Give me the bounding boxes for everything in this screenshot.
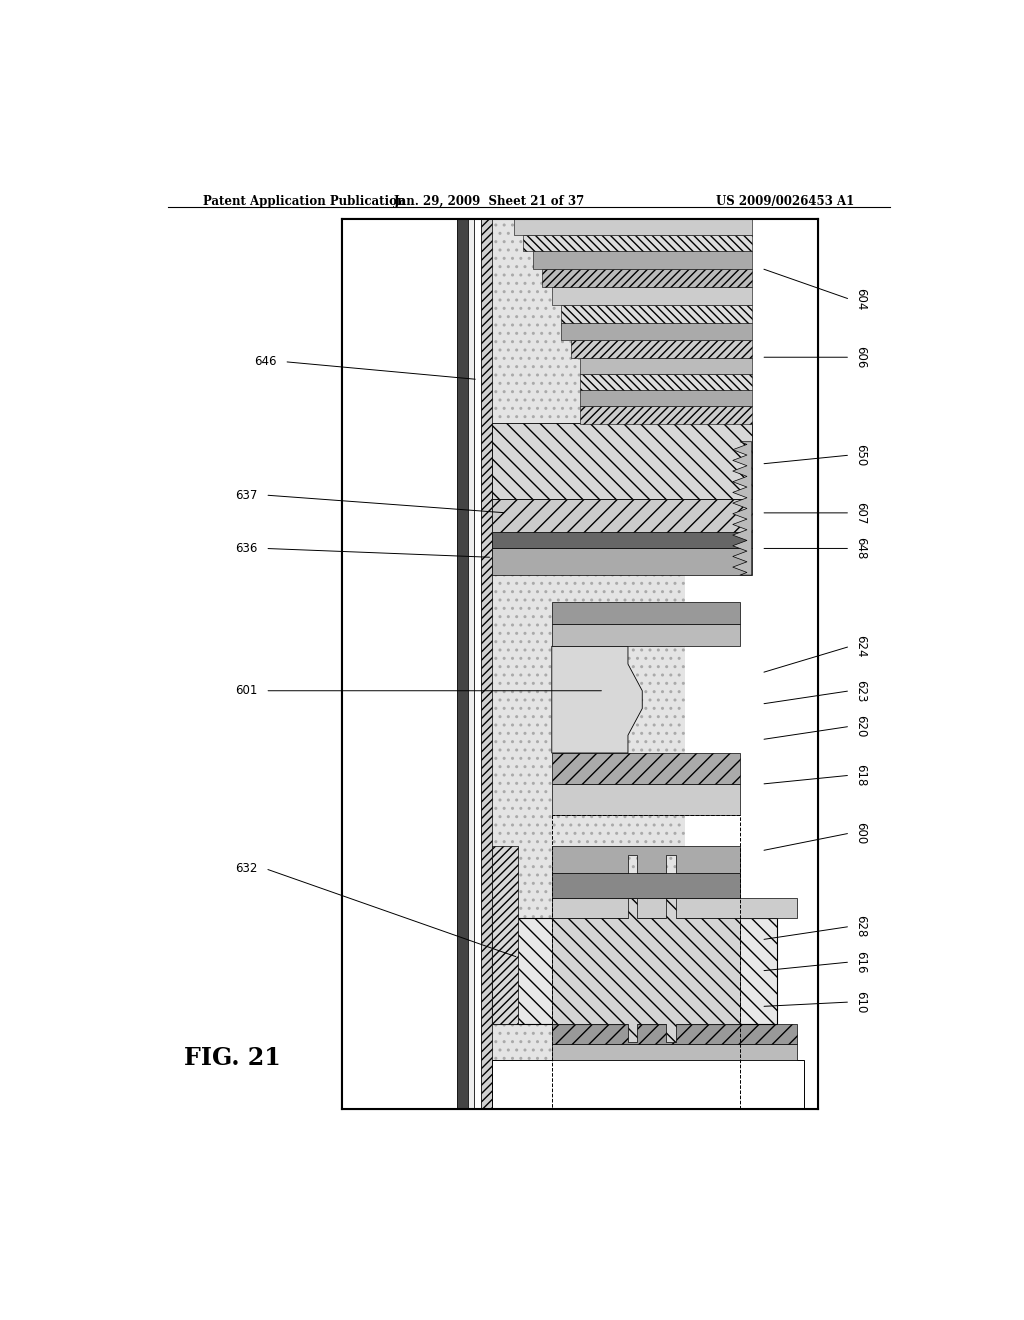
Bar	[492, 219, 739, 1109]
Bar	[474, 219, 481, 1109]
Bar	[492, 532, 752, 548]
Text: 604: 604	[854, 288, 867, 310]
Bar	[492, 917, 777, 1024]
Bar	[552, 624, 740, 647]
Bar	[552, 602, 740, 624]
Bar	[552, 784, 740, 816]
Text: 624: 624	[854, 635, 867, 657]
Bar	[523, 235, 752, 251]
Bar	[492, 422, 752, 499]
Bar	[468, 219, 474, 1109]
Text: 637: 637	[234, 488, 257, 502]
Text: 646: 646	[254, 355, 276, 368]
Bar	[492, 548, 752, 576]
Bar	[581, 391, 752, 407]
Text: 650: 650	[854, 444, 867, 466]
Text: 648: 648	[854, 537, 867, 560]
Bar	[804, 219, 818, 1109]
Text: US 2009/0026453 A1: US 2009/0026453 A1	[716, 195, 854, 209]
Bar	[581, 358, 752, 374]
Polygon shape	[552, 898, 740, 1041]
Text: Patent Application Publication: Patent Application Publication	[204, 195, 406, 209]
Bar	[492, 846, 518, 1024]
Polygon shape	[733, 442, 752, 576]
Text: 607: 607	[854, 502, 867, 524]
Bar	[552, 1024, 798, 1044]
Bar	[492, 499, 752, 532]
Bar	[492, 219, 739, 1109]
Text: 632: 632	[234, 862, 257, 875]
Bar	[561, 305, 752, 322]
Bar	[481, 219, 492, 1109]
Text: 601: 601	[234, 684, 257, 697]
Text: 600: 600	[854, 822, 867, 845]
Polygon shape	[552, 647, 642, 752]
Bar	[552, 752, 740, 784]
Bar	[543, 269, 752, 286]
Bar	[552, 1044, 798, 1060]
Text: 620: 620	[854, 715, 867, 738]
Bar	[561, 322, 752, 341]
Text: 636: 636	[234, 543, 257, 554]
Bar	[552, 286, 752, 305]
Bar	[514, 219, 752, 235]
Text: 616: 616	[854, 950, 867, 973]
Bar	[581, 374, 752, 391]
Polygon shape	[552, 846, 740, 873]
Bar	[342, 219, 818, 1109]
Bar	[570, 341, 752, 358]
Text: 606: 606	[854, 346, 867, 368]
Bar	[685, 219, 818, 1109]
Text: FIG. 21: FIG. 21	[183, 1045, 281, 1071]
Bar	[492, 1060, 804, 1109]
Text: 610: 610	[854, 991, 867, 1014]
Text: 628: 628	[854, 915, 867, 937]
Text: Jan. 29, 2009  Sheet 21 of 37: Jan. 29, 2009 Sheet 21 of 37	[393, 195, 585, 209]
Bar	[581, 407, 752, 424]
Bar	[532, 251, 752, 269]
Bar	[457, 219, 468, 1109]
Bar	[342, 219, 471, 1109]
Text: 623: 623	[854, 680, 867, 702]
Bar	[552, 873, 740, 898]
Bar	[552, 898, 798, 917]
Text: 618: 618	[854, 764, 867, 787]
